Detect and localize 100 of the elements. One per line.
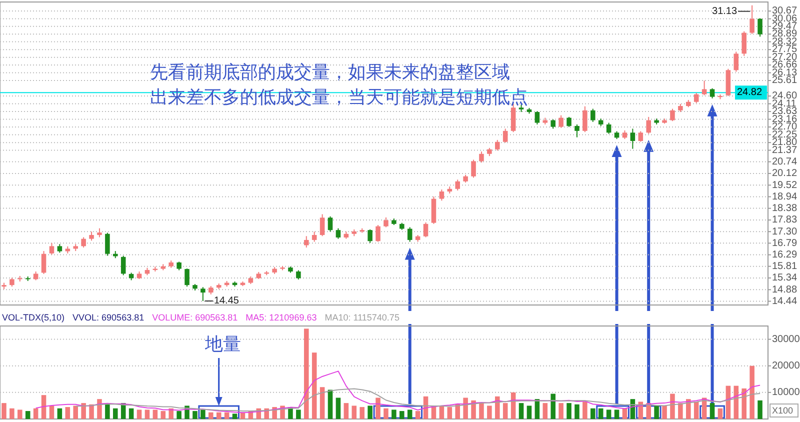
y-tick-label: 10000 [772, 387, 800, 398]
bar [750, 366, 754, 419]
bar [487, 406, 492, 419]
annotation: 先看前期底部的成交量，如果未来的盘整区域 [150, 62, 510, 82]
candlestick [336, 228, 341, 240]
bar [654, 406, 659, 419]
bar [152, 410, 158, 419]
bar [320, 387, 325, 419]
y-tick-label: 15.81 [772, 260, 798, 272]
annotation: 出来差不多的低成交量，当天可能就是短期低点 [150, 87, 528, 107]
bar [400, 411, 404, 419]
bar [2, 403, 6, 419]
bar [590, 408, 596, 419]
y-tick-label: 20.12 [772, 168, 798, 180]
candlestick [407, 226, 412, 242]
candlestick [670, 108, 675, 122]
candlestick [384, 216, 388, 228]
bar [463, 398, 468, 419]
bar [566, 403, 572, 419]
candlestick [455, 179, 460, 191]
candlestick [582, 106, 588, 133]
bar [574, 404, 580, 419]
bar [49, 406, 54, 419]
bar [542, 403, 548, 419]
candlestick [734, 51, 739, 72]
bar [518, 403, 524, 419]
candlestick [502, 128, 508, 144]
bar [678, 403, 683, 419]
bar [670, 394, 675, 419]
candlestick [423, 222, 428, 238]
candlestick [550, 118, 556, 130]
bar [344, 403, 349, 419]
bar [718, 408, 723, 419]
bar [415, 411, 420, 419]
candlestick [296, 270, 301, 280]
candlestick [81, 236, 86, 248]
y-tick-label: 16.79 [772, 238, 798, 249]
y-tick-label: 30000 [772, 334, 800, 345]
y-tick-label: 18.94 [772, 191, 798, 202]
bar [502, 403, 508, 419]
bar [41, 395, 46, 419]
bar [73, 406, 78, 419]
bar [694, 402, 699, 419]
y-tick-label: 20000 [772, 360, 800, 372]
bar [10, 408, 14, 419]
bar [65, 407, 70, 419]
bar [304, 328, 309, 419]
bar [582, 402, 588, 419]
candlestick [758, 18, 762, 38]
candlestick [49, 242, 54, 256]
text: MA5: 1210969.63 [246, 312, 317, 322]
y-tick-label: 19.52 [772, 180, 798, 191]
candlestick [574, 124, 580, 138]
candlestick [439, 188, 444, 202]
bar [368, 406, 372, 419]
bar [328, 390, 333, 419]
y-tick-label: 17.30 [772, 226, 798, 238]
bar [192, 411, 198, 419]
bar [33, 408, 38, 419]
candlestick [376, 224, 380, 242]
candlestick [694, 92, 699, 104]
candlestick [566, 116, 572, 128]
bar [455, 404, 460, 419]
text: VVOL: 690563.81 [72, 312, 144, 322]
candlestick [304, 236, 309, 248]
candlestick [479, 151, 484, 164]
candlestick [120, 255, 126, 276]
annotation: 14.45 [214, 296, 240, 307]
bar [97, 399, 102, 419]
ref-line-label: 24.82 [737, 87, 762, 98]
candlestick [710, 88, 715, 99]
bar [57, 408, 62, 419]
candlestick [638, 130, 644, 142]
candlestick [89, 231, 94, 242]
candlestick [750, 4, 754, 34]
bar [758, 400, 762, 419]
bar [144, 410, 150, 419]
bar [447, 407, 452, 419]
candlestick [630, 128, 636, 150]
candlestick [328, 216, 333, 232]
candlestick [105, 232, 110, 256]
bar [128, 408, 134, 419]
bar [376, 398, 380, 419]
bar [550, 394, 556, 419]
y-tick-label: 16.29 [772, 249, 798, 260]
bar [407, 410, 412, 419]
y-tick-label: 18.38 [772, 202, 798, 214]
bar [160, 411, 166, 419]
candlestick [534, 110, 540, 125]
candlestick [184, 268, 190, 288]
candlestick [471, 159, 476, 178]
bar [18, 410, 22, 419]
text: X100 [772, 405, 794, 416]
candlestick [368, 228, 372, 244]
bar [176, 411, 182, 419]
bar [526, 406, 532, 419]
y-tick-label: 14.88 [772, 284, 798, 296]
y-tick-label: 15.34 [772, 272, 798, 284]
candlestick [312, 231, 317, 242]
candlestick [41, 250, 46, 274]
